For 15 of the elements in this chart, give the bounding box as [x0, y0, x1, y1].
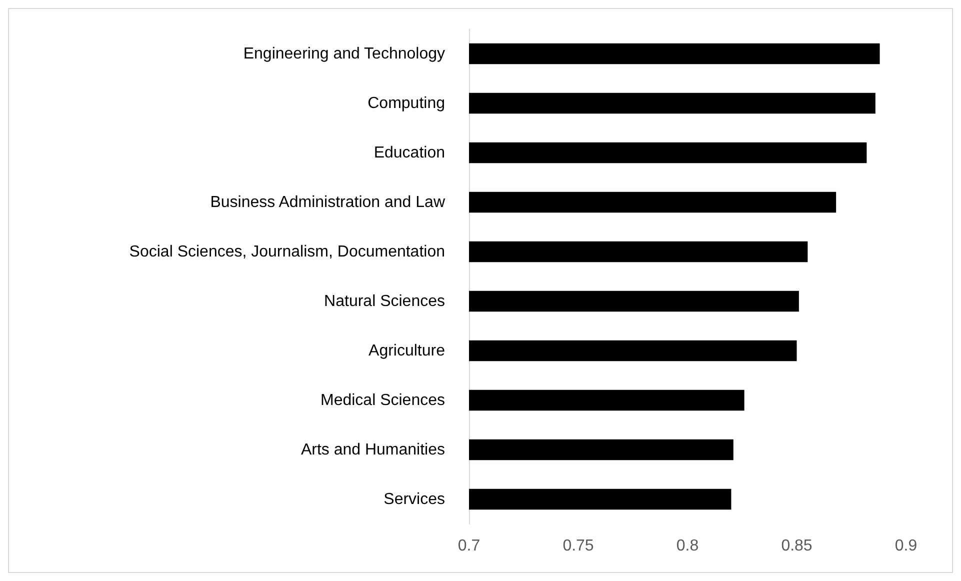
y-tick-label: Computing [368, 94, 445, 112]
x-tick-label: 0.7 [458, 538, 480, 554]
y-tick-label: Social Sciences, Journalism, Documentation [129, 243, 445, 260]
y-tick-label: Business Administration and Law [210, 194, 446, 211]
x-tick-label: 0.85 [781, 538, 812, 554]
x-tick-label: 0.8 [676, 538, 699, 554]
y-tick-label: Medical Sciences [320, 392, 445, 409]
y-tick-label: Agriculture [368, 342, 446, 360]
x-tick-label: 0.75 [562, 538, 594, 554]
y-tick-label: Arts and Humanities [300, 441, 445, 458]
x-tick-label: 0.9 [894, 538, 918, 554]
y-tick-label: Natural Sciences [324, 292, 445, 310]
y-tick-label: Engineering and Technology [243, 45, 445, 62]
y-tick-label: Services [384, 490, 445, 508]
y-tick-label: Education [374, 144, 445, 162]
